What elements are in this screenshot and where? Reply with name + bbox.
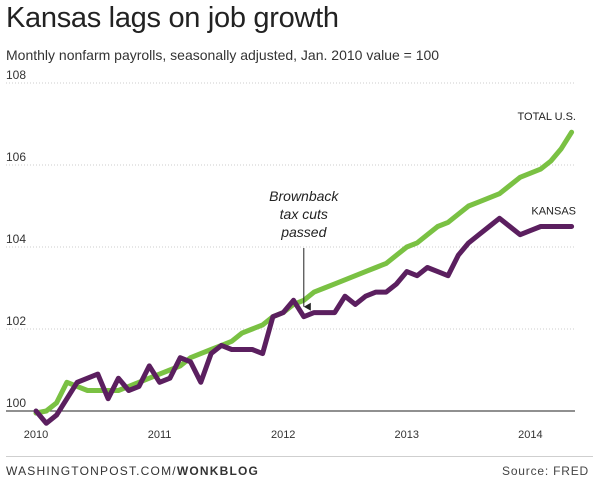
y-axis-ticks: 100 102 104 106 108 — [6, 68, 26, 410]
y-tick-label-108: 108 — [6, 68, 26, 82]
chart-subtitle: Monthly nonfarm payrolls, seasonally adj… — [6, 47, 440, 63]
series-label-kansas: KANSAS — [531, 206, 576, 218]
series-labels: TOTAL U.S. KANSAS — [518, 111, 576, 217]
annotation-line-2: tax cuts — [280, 206, 328, 222]
x-tick-label-2014: 2014 — [518, 429, 542, 441]
credit-blog: WONKBLOG — [176, 464, 260, 478]
footer-divider — [6, 456, 593, 457]
x-tick-label-2013: 2013 — [395, 429, 419, 441]
annotation-line-3: passed — [280, 224, 327, 240]
credit-line: WASHINGTONPOST.COM/WONKBLOG — [6, 464, 259, 478]
source-note: Source: FRED — [502, 464, 589, 478]
chart-title: Kansas lags on job growth — [6, 2, 339, 34]
x-tick-label-2012: 2012 — [271, 429, 295, 441]
credit-prefix: WASHINGTONPOST.COM/ — [6, 464, 177, 478]
annotations: Brownback tax cuts passed — [269, 188, 339, 311]
annotation-line-1: Brownback — [269, 188, 339, 204]
y-tick-label-100: 100 — [6, 396, 26, 410]
y-tick-label-104: 104 — [6, 232, 26, 246]
x-axis-ticks: 2010 2011 2012 2013 2014 — [24, 429, 543, 441]
gridlines — [6, 82, 575, 412]
series-label-total-u-s: TOTAL U.S. — [518, 111, 576, 123]
x-tick-label-2011: 2011 — [148, 429, 172, 441]
y-tick-label-106: 106 — [6, 150, 26, 164]
x-tick-label-2010: 2010 — [24, 429, 48, 441]
series-line-kansas — [33, 215, 575, 426]
y-tick-label-102: 102 — [6, 314, 26, 328]
